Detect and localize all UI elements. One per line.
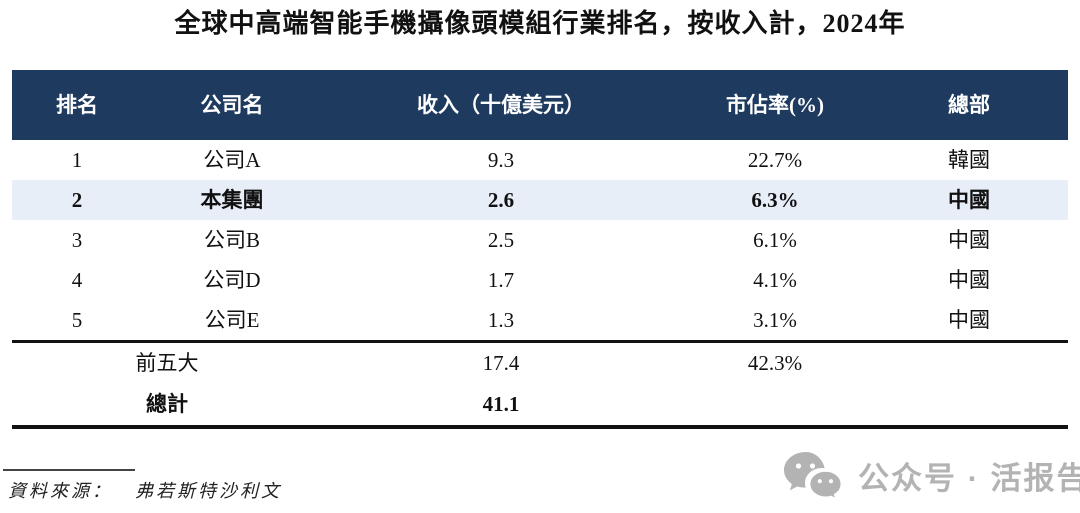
summary-hq-empty: [870, 384, 1068, 425]
col-header-company: 公司名: [200, 93, 264, 117]
table-row-group-highlighted: 2 本集團 2.6 6.3% 中國: [12, 180, 1068, 220]
cell-revenue: 1.7: [487, 268, 515, 292]
cell-revenue: 2.5: [487, 228, 515, 252]
source-label: 資料來源：: [8, 481, 113, 501]
cell-company: 公司E: [204, 308, 260, 332]
cell-hq: 中國: [948, 268, 990, 292]
summary-hq-empty: [870, 343, 1068, 384]
cell-rank: 2: [71, 188, 83, 212]
cell-share: 3.1%: [753, 308, 797, 332]
summary-label: 前五大: [135, 351, 199, 375]
cell-share: 6.3%: [751, 188, 799, 212]
table-divider-line: [12, 340, 1068, 343]
cell-revenue: 1.3: [487, 308, 515, 332]
source-note: 資料來源： 弗若斯特沙利文: [8, 477, 282, 503]
page-title: 全球中高端智能手機攝像頭模組行業排名，按收入計，2024年: [174, 9, 906, 38]
cell-share: 4.1%: [753, 268, 797, 292]
table-bottom-line: [12, 425, 1068, 429]
col-header-share: 市佔率(%): [726, 93, 824, 117]
summary-row-total: 總計 41.1: [12, 384, 1068, 425]
footnote-divider: [3, 469, 135, 471]
watermark-text: 公众号 · 活报告: [858, 460, 1080, 496]
col-header-hq: 總部: [948, 93, 990, 117]
cell-revenue: 9.3: [487, 148, 515, 172]
col-header-revenue: 收入（十億美元）: [417, 93, 585, 117]
summary-label: 總計: [146, 392, 188, 416]
summary-revenue: 41.1: [482, 392, 520, 416]
summary-share: 42.3%: [747, 351, 803, 375]
cell-hq: 中國: [948, 228, 990, 252]
summary-row-top5: 前五大 17.4 42.3%: [12, 343, 1068, 384]
cell-company: 公司D: [203, 268, 261, 292]
cell-company: 公司B: [203, 228, 260, 252]
cell-revenue: 2.6: [487, 188, 515, 212]
summary-share: [680, 384, 870, 425]
cell-company: 公司A: [203, 148, 261, 172]
cell-hq: 中國: [948, 188, 990, 212]
table-row: 3 公司B 2.5 6.1% 中國: [12, 220, 1068, 260]
cell-rank: 3: [71, 228, 83, 252]
ranking-table: 排名 公司名 收入（十億美元） 市佔率(%) 總部 1 公司A 9.3 22.7…: [12, 70, 1068, 429]
summary-revenue: 17.4: [482, 351, 520, 375]
table-header-row: 排名 公司名 收入（十億美元） 市佔率(%) 總部: [12, 70, 1068, 140]
col-header-rank: 排名: [56, 93, 98, 117]
cell-share: 6.1%: [753, 228, 797, 252]
table-row: 5 公司E 1.3 3.1% 中國: [12, 300, 1068, 340]
cell-hq: 中國: [948, 308, 990, 332]
cell-rank: 5: [71, 308, 83, 332]
cell-company: 本集團: [200, 188, 264, 212]
cell-rank: 4: [71, 268, 83, 292]
table-row: 4 公司D 1.7 4.1% 中國: [12, 260, 1068, 300]
wechat-icon: [784, 452, 844, 500]
cell-hq: 韓國: [948, 148, 990, 172]
cell-rank: 1: [71, 148, 83, 172]
cell-share: 22.7%: [747, 148, 803, 172]
source-name: 弗若斯特沙利文: [135, 481, 282, 501]
watermark: 公众号 · 活报告: [782, 450, 1080, 500]
table-row: 1 公司A 9.3 22.7% 韓國: [12, 140, 1068, 180]
